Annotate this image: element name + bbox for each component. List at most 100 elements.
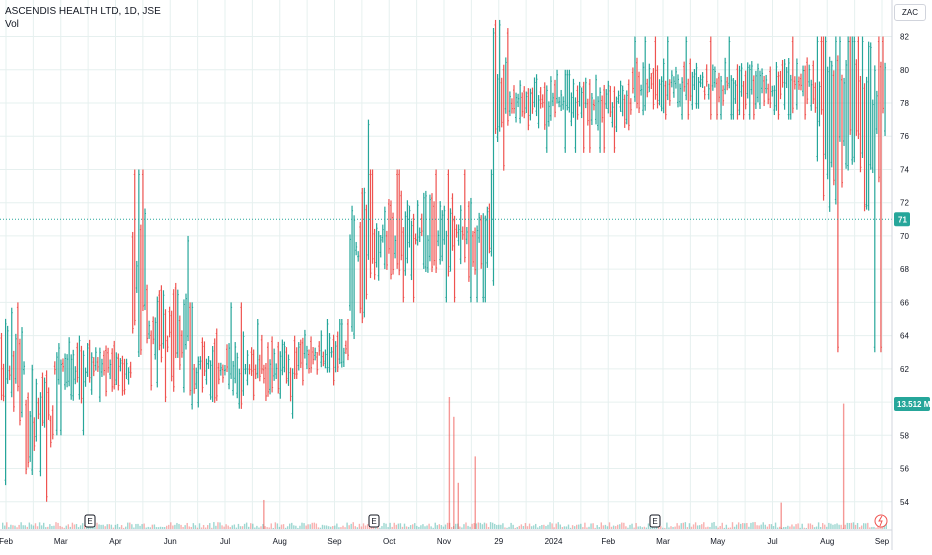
ohlc-bar [695, 62, 698, 109]
volume-bar [465, 522, 467, 529]
volume-bar [2, 522, 4, 529]
volume-bar [100, 524, 102, 529]
ohlc-bar [381, 224, 384, 243]
ohlc-bar [689, 58, 692, 102]
volume-bar [764, 524, 766, 529]
ohlc-bar [219, 362, 222, 376]
ohlc-bar [144, 208, 146, 311]
ohlc-bar [385, 230, 388, 270]
ohlc-bar [488, 203, 491, 254]
volume-indicator-label[interactable]: Vol [5, 19, 19, 30]
volume-bar [586, 527, 588, 529]
ohlc-bar [814, 82, 817, 113]
volume-bar [313, 522, 315, 529]
ohlc-bar [139, 224, 142, 355]
ohlc-bar [590, 92, 593, 125]
ohlc-bar [82, 350, 85, 436]
volume-bar [57, 522, 59, 529]
volume-bar [623, 522, 625, 529]
volume-bar [563, 526, 566, 529]
volume-spike [263, 499, 265, 529]
ohlc-bar [303, 329, 306, 359]
ohlc-bar [871, 99, 874, 174]
ohlc-bar [691, 71, 694, 110]
volume-bar [532, 525, 535, 529]
volume-bar [863, 523, 865, 529]
ohlc-bar [168, 306, 171, 338]
ohlc-bar [16, 302, 19, 392]
volume-bar [803, 527, 805, 529]
volume-bar [135, 523, 137, 529]
x-tick-label: Jun [164, 537, 177, 546]
ohlc-bar [631, 67, 634, 94]
earnings-marker[interactable]: E [368, 514, 380, 528]
ohlc-bar [295, 347, 298, 379]
x-tick-label: Nov [437, 537, 451, 546]
currency-badge[interactable]: ZAC [894, 4, 926, 21]
y-tick-label: 58 [900, 431, 909, 440]
volume-bar [592, 523, 594, 529]
ohlc-bar [383, 206, 386, 270]
volume-bar [356, 527, 359, 529]
ohlc-bar [705, 64, 708, 87]
volume-bar [537, 527, 539, 529]
ohlc-bar [763, 75, 766, 107]
ohlc-bar [297, 342, 300, 371]
time-axis[interactable]: Feb Mar Apr Jun Jul Aug Sep Oct Nov 29 2024 Feb Mar M… [0, 529, 892, 546]
volume-bar [305, 525, 307, 529]
volume-bar [713, 522, 715, 529]
volume-bar [885, 523, 887, 529]
y-tick-label: 62 [900, 365, 909, 374]
ohlc-bar [558, 96, 561, 108]
ohlc-bar [422, 192, 425, 269]
volume-bar [686, 527, 689, 529]
volume-bar [653, 527, 656, 529]
volume-bar [258, 527, 260, 529]
volume-bar [375, 527, 377, 529]
ohlc-bar [14, 333, 17, 384]
ohlc-bar [250, 347, 253, 376]
ohlc-bar [601, 95, 604, 123]
ohlc-bar [873, 65, 876, 353]
volume-bar [6, 522, 8, 529]
volume-bar [293, 525, 295, 529]
volume-bar [430, 526, 432, 529]
ohlc-bar [211, 345, 214, 403]
volume-bar [557, 522, 559, 529]
volume-bar [18, 524, 20, 529]
volume-bar [438, 524, 441, 529]
volume-bar [81, 523, 84, 529]
ohlc-bar [53, 361, 56, 375]
volume-bar [383, 522, 385, 529]
ohlc-bar [88, 339, 91, 383]
ohlc-bar [527, 88, 530, 131]
ohlc-bar [707, 83, 710, 100]
volume-bar [487, 527, 490, 529]
volume-bar [834, 524, 836, 529]
volume-bar [541, 524, 543, 529]
ohlc-bar [267, 342, 269, 397]
ohlc-bar [625, 90, 628, 125]
ohlc-bar [748, 64, 751, 120]
volume-bar [319, 527, 322, 529]
volume-bar [838, 524, 840, 529]
volume-spike [780, 502, 782, 529]
volume-bar [678, 525, 680, 529]
ohlc-bar [843, 77, 846, 146]
volume-bar [202, 524, 205, 529]
price-axis[interactable]: 5456586062646668707274767880827113.512 M [891, 0, 931, 550]
volume-bar [209, 523, 211, 529]
ohlc-bar [424, 190, 427, 272]
volume-bar [133, 527, 135, 529]
ohlc-bar [830, 60, 833, 168]
symbol-title[interactable]: ASCENDIS HEALTH LTD, 1D, JSE [5, 6, 161, 17]
volume-bar [696, 525, 699, 529]
volume-bar [274, 522, 277, 529]
ohlc-bar [29, 411, 32, 462]
earnings-marker[interactable]: E [84, 514, 96, 528]
earnings-marker[interactable]: E [649, 514, 661, 528]
volume-bar [420, 525, 422, 529]
split-marker-icon[interactable] [874, 514, 888, 528]
